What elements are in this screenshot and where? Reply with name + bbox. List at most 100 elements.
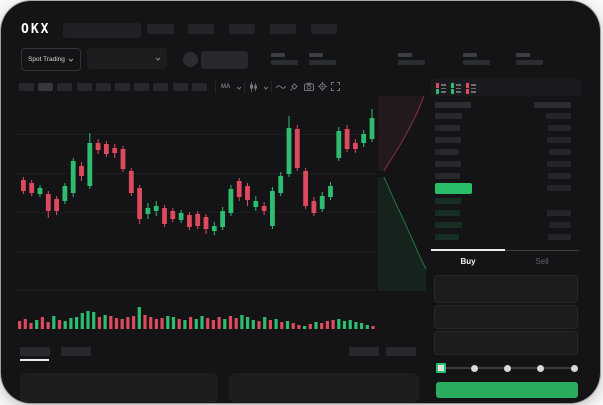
search-input[interactable] xyxy=(63,23,141,38)
bottom-panel-right xyxy=(229,373,419,403)
chevron-down-icon[interactable] xyxy=(263,86,269,90)
chevron-down-icon[interactable] xyxy=(236,86,242,90)
slider-stop-1[interactable] xyxy=(470,364,478,372)
stat-label xyxy=(463,53,477,57)
timeframe-button-9[interactable] xyxy=(172,83,188,91)
coin-avatar[interactable] xyxy=(183,52,198,67)
ask-amount xyxy=(548,125,571,131)
stat-label xyxy=(271,53,285,57)
gridline xyxy=(15,290,377,291)
bottom-active-tab-underline xyxy=(20,359,49,361)
bid-price xyxy=(435,210,460,216)
chevron-down-icon xyxy=(155,57,161,61)
last-price-amount xyxy=(547,185,571,191)
bottom-tab-history[interactable] xyxy=(61,347,91,356)
timeframe-button-7[interactable] xyxy=(134,83,150,91)
settings-gear-icon[interactable] xyxy=(318,82,327,91)
tab-buy[interactable]: Buy xyxy=(460,257,476,266)
slider-stop-3[interactable] xyxy=(537,364,545,372)
bottom-action-1[interactable] xyxy=(349,347,379,356)
okx-logo[interactable]: OKX xyxy=(21,22,51,37)
timeframe-button-3[interactable] xyxy=(57,83,73,91)
timeframe-button-1[interactable] xyxy=(19,83,34,91)
volume-bars[interactable] xyxy=(1,298,381,331)
total-input[interactable] xyxy=(434,331,578,355)
fullscreen-icon[interactable] xyxy=(331,82,340,91)
ask-amount xyxy=(548,173,571,179)
timeframe-button-4[interactable] xyxy=(76,83,92,91)
slider-stop-4[interactable] xyxy=(570,364,578,372)
bid-price xyxy=(435,222,462,228)
gridline xyxy=(15,134,377,135)
divider xyxy=(244,81,245,93)
tabs-divider xyxy=(431,250,579,251)
book-both-icon[interactable] xyxy=(436,83,446,94)
nav-item-4[interactable] xyxy=(270,24,296,34)
nav-item-3[interactable] xyxy=(229,24,255,34)
bottom-tab-orders[interactable] xyxy=(20,347,50,356)
buy-submit-button[interactable] xyxy=(436,382,578,398)
gridline xyxy=(15,251,377,252)
bid-price xyxy=(435,234,459,240)
bottom-action-2[interactable] xyxy=(386,347,416,356)
nav-item-1[interactable] xyxy=(147,24,174,34)
timeframe-button-10[interactable] xyxy=(191,83,207,91)
stat-value xyxy=(398,60,425,65)
ask-amount xyxy=(547,137,571,143)
stat-value xyxy=(463,60,490,65)
nav-item-2[interactable] xyxy=(188,24,214,34)
slider-stop-2[interactable] xyxy=(504,364,511,372)
book-bids-icon[interactable] xyxy=(451,83,461,94)
slider-handle[interactable] xyxy=(436,363,446,373)
divider xyxy=(215,81,216,93)
stat-value xyxy=(309,60,336,65)
orderbook-toolbar xyxy=(431,79,581,96)
bid-amount xyxy=(547,210,571,216)
draw-icon[interactable] xyxy=(290,82,299,91)
timeframe-button-8[interactable] xyxy=(153,83,169,91)
active-tab-underline xyxy=(431,249,505,251)
ask-price xyxy=(435,161,461,167)
bid-amount xyxy=(549,222,571,228)
line-type-icon[interactable] xyxy=(276,84,286,90)
bid-price xyxy=(435,198,461,204)
timeframe-button-5[interactable] xyxy=(95,83,111,91)
gridline xyxy=(15,173,377,174)
ask-amount xyxy=(549,149,571,155)
stat-value xyxy=(271,60,298,65)
orderbook-header-left xyxy=(435,102,471,108)
indicator-ma-icon[interactable]: MA xyxy=(221,84,231,90)
ask-price xyxy=(435,113,462,119)
stat-label xyxy=(516,53,530,57)
gridline xyxy=(15,212,377,213)
book-asks-icon[interactable] xyxy=(466,83,476,94)
nav-item-5[interactable] xyxy=(311,24,337,34)
pair-selector-dropdown[interactable] xyxy=(87,48,167,69)
bottom-panel-left xyxy=(20,373,218,403)
amount-input[interactable] xyxy=(434,305,578,329)
ask-amount xyxy=(546,113,571,119)
tab-sell[interactable]: Sell xyxy=(535,257,549,266)
ask-price xyxy=(435,149,459,155)
market-selector-dropdown[interactable]: Spot Trading xyxy=(21,48,81,71)
stat-value xyxy=(516,60,543,65)
candle-type-icon[interactable] xyxy=(249,82,258,92)
depth-strip[interactable] xyxy=(378,96,430,292)
divider xyxy=(271,81,272,93)
last-price-bar[interactable] xyxy=(435,183,472,194)
camera-icon[interactable] xyxy=(304,82,314,91)
price-input[interactable] xyxy=(434,275,578,303)
timeframe-button-2[interactable] xyxy=(38,83,54,91)
orderbook-header-right xyxy=(534,102,571,108)
chevron-down-icon xyxy=(68,58,74,62)
ask-price xyxy=(435,173,460,179)
timeframe-button-6[interactable] xyxy=(115,83,130,91)
candlestick-chart[interactable] xyxy=(1,96,381,301)
ask-price xyxy=(435,125,460,131)
ask-amount xyxy=(547,161,571,167)
stat-label xyxy=(398,53,412,57)
header-action-button[interactable] xyxy=(201,51,248,69)
market-selector-label: Spot Trading xyxy=(28,56,65,63)
